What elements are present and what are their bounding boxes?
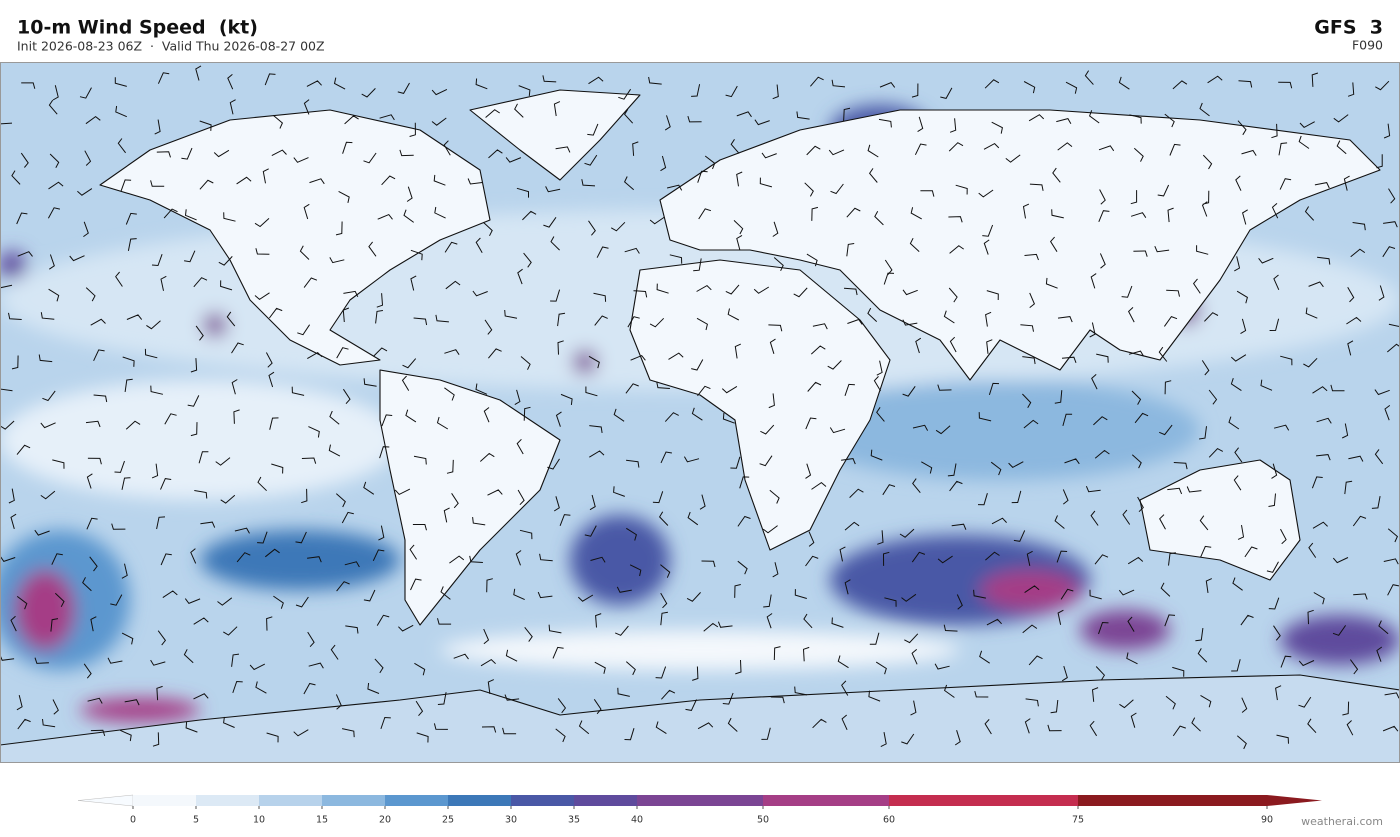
colorbar-tick-label: 0 (130, 815, 136, 826)
colorbar-bin (322, 795, 385, 806)
colorbar-under (77, 794, 134, 807)
title: 10-m Wind Speed (kt) (17, 17, 258, 39)
colorbar-tick-label: 25 (442, 815, 454, 826)
antarctica (0, 674, 1400, 763)
africa (629, 259, 891, 551)
colorbar-tick-label: 60 (883, 815, 895, 826)
colorbar-bin (133, 795, 196, 806)
eurasia (659, 109, 1381, 381)
colorbar-tick-label: 90 (1261, 815, 1273, 826)
greenland (469, 89, 641, 181)
colorbar-bin (385, 795, 448, 806)
wind-barbs (0, 65, 1400, 750)
forecast-hour: F090 (1352, 38, 1383, 53)
colorbar-bin (763, 795, 889, 806)
colorbar-bin (259, 795, 322, 806)
colorbar-tick-label: 75 (1072, 815, 1084, 826)
colorbar-bin (448, 795, 511, 806)
colorbar-tick-label: 10 (253, 815, 265, 826)
colorbar: 0 5 10 15 20 25 30 35 40 50 60 75 90 (77, 794, 1322, 826)
colorbar-tick-label: 20 (379, 815, 391, 826)
south-america (379, 369, 561, 626)
colorbar-bin (196, 795, 259, 806)
colorbar-tick-label: 5 (193, 815, 199, 826)
colorbar-bin (511, 795, 574, 806)
colorbar-tick-label: 35 (568, 815, 580, 826)
colorbar-tick-label: 50 (757, 815, 769, 826)
map (0, 62, 1400, 763)
coastlines (0, 89, 1400, 763)
model-name: GFS 3 (1314, 17, 1383, 39)
credit: weatherai.com (1301, 815, 1383, 828)
subtitle: Init 2026-08-23 06Z · Valid Thu 2026-08-… (17, 39, 325, 54)
north-america (99, 109, 491, 366)
colorbar-bin (574, 795, 637, 806)
colorbar-bin (1078, 795, 1267, 806)
colorbar-over (1267, 795, 1322, 806)
colorbar-tick-label: 30 (505, 815, 517, 826)
colorbar-tick-label: 15 (316, 815, 328, 826)
colorbar-tick-label: 40 (631, 815, 643, 826)
colorbar-bin (637, 795, 763, 806)
colorbar-bin (889, 795, 1078, 806)
